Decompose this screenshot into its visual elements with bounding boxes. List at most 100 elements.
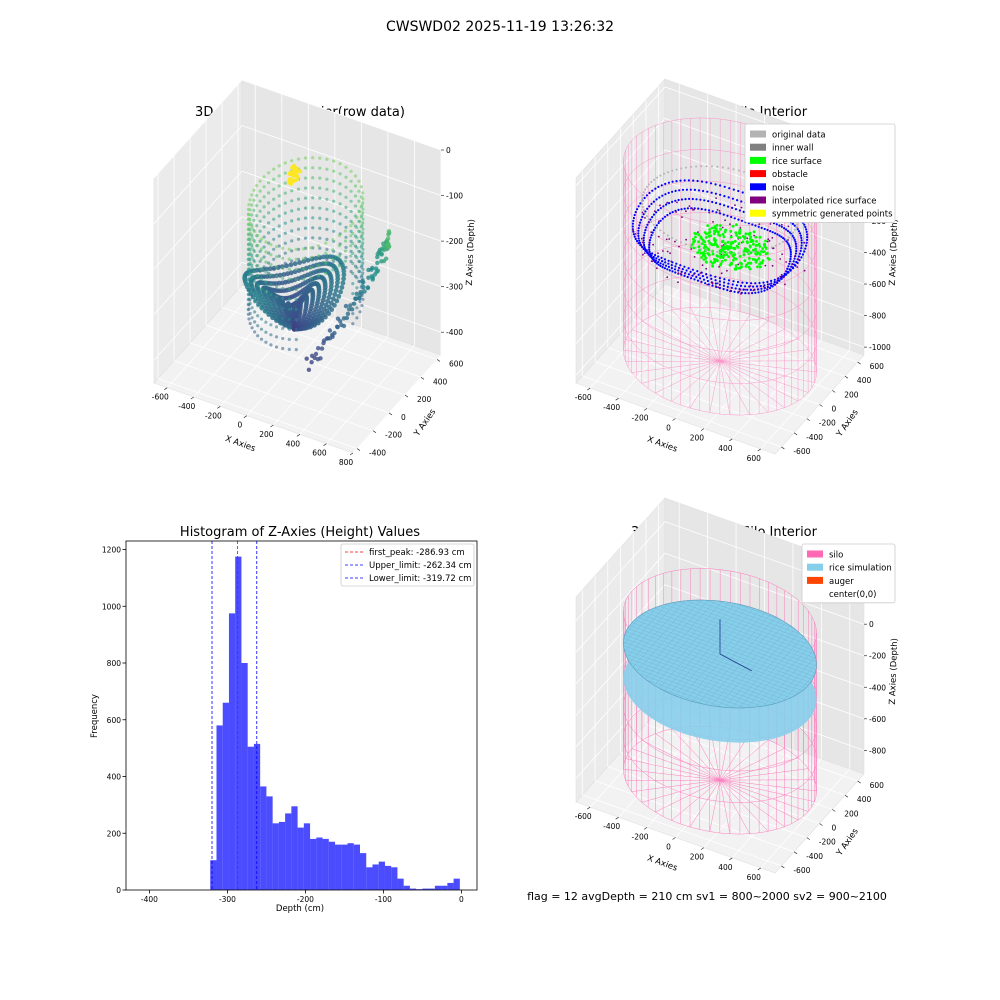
raw-point: [353, 254, 358, 258]
noise-point: [751, 292, 754, 295]
raw-point: [272, 207, 276, 211]
histogram-bars: [210, 556, 460, 890]
histogram-bar: [266, 796, 273, 890]
interpolated-point: [771, 237, 774, 239]
raw-point: [361, 247, 365, 251]
raw-point: [359, 195, 363, 199]
noise-point: [674, 189, 677, 192]
histogram-bar: [322, 838, 329, 890]
y-tick-label: -400: [806, 433, 823, 442]
original-point: [766, 247, 769, 250]
rice-surface-point: [734, 264, 738, 267]
original-point: [727, 167, 730, 170]
rice-mesh-line: [738, 636, 804, 708]
noise-point: [664, 182, 667, 185]
raw-point: [255, 224, 259, 228]
noise-point: [735, 284, 739, 287]
raw-point: [269, 333, 273, 337]
original-point: [771, 246, 773, 249]
silo-floor-spoke: [671, 779, 721, 821]
noise-point: [794, 242, 798, 245]
original-point: [667, 171, 669, 174]
y-tick-label: 400: [857, 376, 872, 385]
legend-entry: rice surface: [772, 157, 822, 167]
raw-point: [250, 246, 254, 250]
noise-point: [652, 229, 656, 232]
raw-point: [288, 270, 294, 276]
z-gridline: [575, 521, 666, 621]
legend-entry: obstacle: [772, 170, 808, 180]
rice-surface-point: [702, 240, 706, 243]
rice-surface-point: [704, 236, 708, 239]
y-gridline: [594, 780, 795, 853]
noise-point: [631, 222, 635, 225]
interpolated-point: [680, 272, 682, 275]
panel-raw-data-3d: 3D Plot of Silo Interior(row data) -600-…: [152, 79, 477, 467]
raw-point: [258, 179, 262, 183]
y-tick: [857, 361, 861, 365]
noise-point: [655, 211, 658, 214]
interpolated-point: [787, 225, 790, 228]
noise-point: [643, 196, 646, 200]
axes-3d-ticks: -600-400-2000200400600800-400-2000200400…: [152, 146, 464, 467]
raw-point: [283, 171, 287, 175]
noise-point: [645, 194, 649, 197]
raw-point: [318, 216, 322, 220]
raw-point: [269, 293, 273, 297]
raw-point: [294, 297, 298, 302]
y-tick: [420, 376, 425, 380]
noise-point: [642, 213, 645, 216]
x-tick: [217, 406, 221, 409]
rice-surface-point: [757, 242, 761, 246]
noise-point: [776, 281, 779, 284]
raw-point: [278, 320, 283, 326]
raw-point: [357, 199, 361, 203]
z-gridline-right: [664, 244, 865, 316]
interpolated-point: [767, 238, 770, 241]
noise-point: [804, 225, 807, 229]
raw-point: [341, 276, 346, 282]
interpolated-point: [711, 281, 714, 284]
interpolated-point: [678, 267, 681, 270]
legend-swatch: [807, 563, 823, 571]
noise-point: [788, 246, 792, 249]
x-tick-label: 400: [286, 439, 301, 448]
rice-surface-point: [729, 235, 733, 239]
raw-point: [252, 198, 256, 202]
interpolated-point: [640, 237, 643, 240]
z-tick-label: -800: [869, 746, 886, 755]
noise-point: [792, 236, 795, 239]
histogram-bar: [372, 864, 379, 890]
x-axis-label: X Axies: [224, 434, 257, 454]
noise-point: [658, 258, 661, 261]
original-point: [650, 181, 653, 183]
original-point: [716, 165, 719, 168]
noise-point: [736, 199, 739, 202]
original-point: [644, 188, 647, 191]
y-tick-label: 800: [107, 659, 122, 668]
panel-classify-3d: 3D classify of Silo Interior -600-400-20…: [575, 78, 900, 463]
noise-point: [632, 219, 635, 222]
raw-point: [272, 177, 276, 181]
y-gridline: [594, 361, 795, 434]
noise-point: [705, 273, 708, 276]
original-point: [695, 165, 698, 168]
raw-point: [283, 161, 287, 165]
z-gridline: [575, 244, 666, 344]
raw-point: [331, 238, 335, 242]
silo-floor-spoke: [631, 779, 721, 792]
raw-point: [264, 250, 268, 254]
raw-point: [287, 337, 291, 341]
rice-mesh-line: [637, 617, 813, 680]
raw-point: [318, 176, 322, 180]
noise-point: [707, 200, 710, 203]
silo-floor-spoke: [719, 768, 809, 781]
raw-point: [349, 169, 353, 173]
noise-point: [683, 274, 686, 277]
raw-point: [264, 290, 268, 294]
histogram-bar: [347, 843, 354, 890]
interpolated-point: [758, 223, 761, 226]
raw-point: [311, 166, 315, 170]
raw-point: [344, 195, 348, 199]
interpolated-point: [644, 217, 646, 219]
